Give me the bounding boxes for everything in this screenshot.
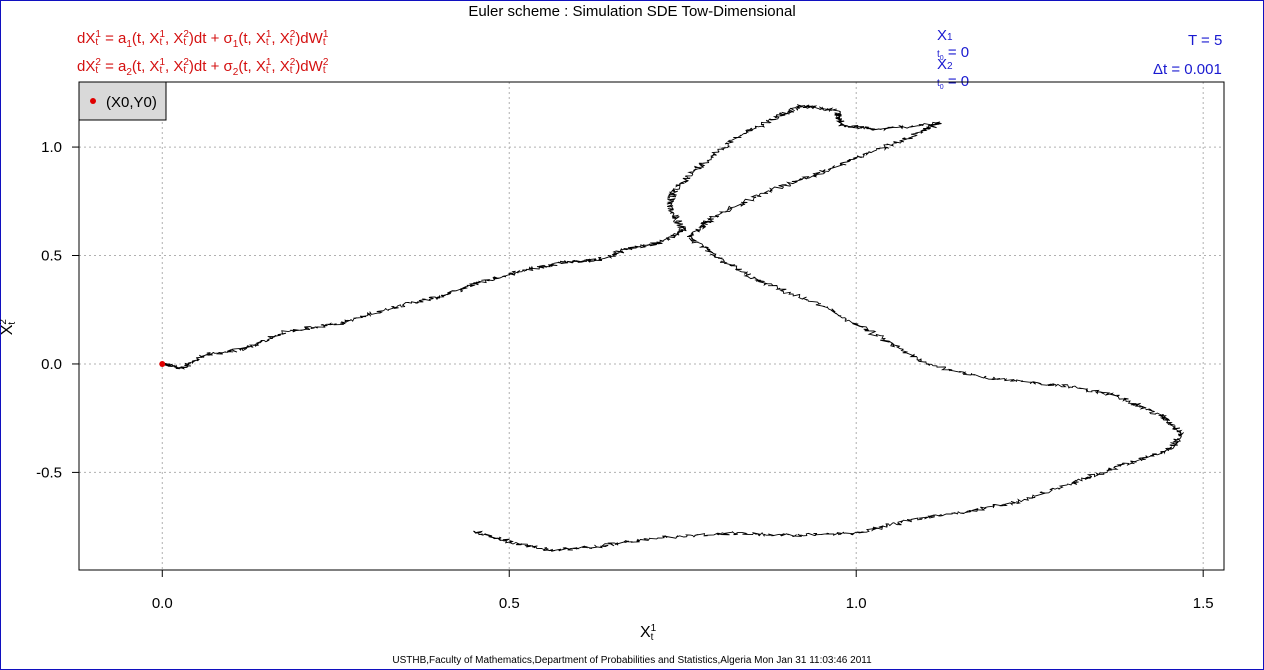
y-tick-label: 0.5 (41, 248, 62, 265)
y-axis-label: X2t (0, 319, 18, 336)
equation-1: dX1 t = a1(t, X1 t, X2 t)dt + σ1(t, X1 t, X2… (77, 29, 329, 50)
x-tick-label: 0.0 (152, 595, 173, 612)
param-T: T = 5 (1188, 32, 1223, 49)
sde-trajectory-line (161, 104, 1184, 552)
x-axis-label: X1 t (640, 623, 657, 643)
start-point-marker (159, 360, 166, 367)
legend-entry-label: (X0,Y0) (106, 94, 157, 111)
plot-border (78, 81, 1225, 571)
grid (79, 82, 1224, 570)
y-tick-label: -0.5 (36, 464, 62, 481)
y-tick-label: 0.0 (41, 356, 62, 373)
equation-2: dX2 t = a2(t, X1 t, X2 t)dt + σ2(t, X1 t, X2… (77, 57, 329, 78)
legend-marker (90, 98, 96, 104)
footer-text: USTHB,Faculty of Mathematics,Department … (392, 655, 872, 666)
x-tick-label: 1.0 (846, 595, 867, 612)
legend: (X0,Y0) (78, 81, 167, 121)
chart-title: Euler scheme : Simulation SDE Tow-Dimens… (468, 3, 796, 20)
x-tick-label: 0.5 (499, 595, 520, 612)
param-dt: Δt = 0.001 (1153, 61, 1222, 78)
axis-ticks: 0.0 0.5 1.0 1.5 -0.5 0.0 0.5 1.0 (36, 139, 1213, 612)
y-tick-label: 1.0 (41, 139, 62, 156)
initial-x1: X1 t0 = 0 (937, 27, 970, 62)
x-tick-label: 1.5 (1193, 595, 1214, 612)
